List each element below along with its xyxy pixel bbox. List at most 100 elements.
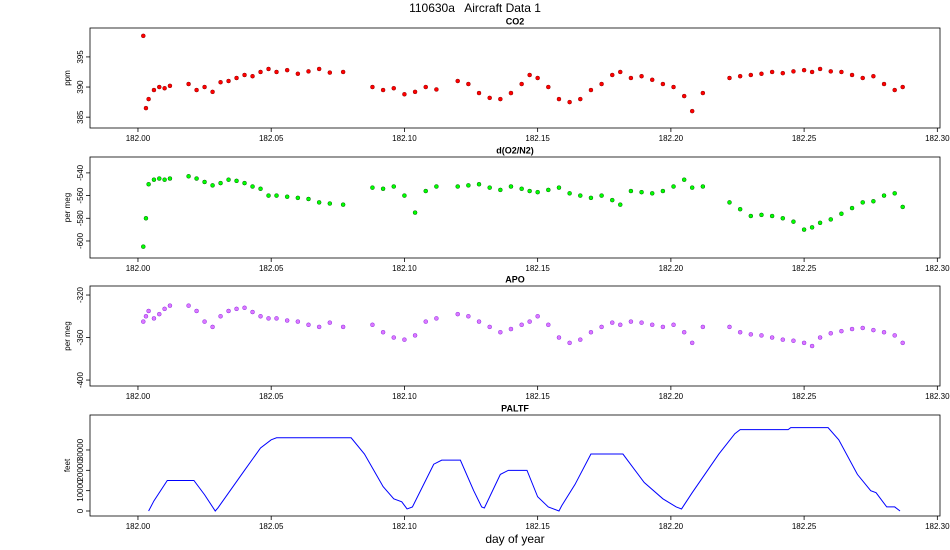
data-point — [748, 72, 754, 78]
x-tick-label: 182.10 — [392, 134, 417, 143]
y-axis-label: ppm — [63, 70, 72, 86]
data-point — [599, 81, 604, 87]
data-point — [258, 186, 263, 192]
y-tick-label: 20000 — [76, 459, 85, 482]
data-point — [801, 340, 807, 346]
data-point — [455, 311, 460, 317]
data-point — [295, 195, 301, 201]
data-point — [578, 96, 583, 102]
data-point — [881, 193, 887, 198]
data-point — [250, 184, 255, 189]
data-point — [759, 71, 764, 77]
data-point — [748, 213, 754, 219]
data-point — [295, 319, 301, 324]
data-point — [519, 186, 524, 192]
x-tick-label: 182.00 — [126, 522, 151, 531]
data-point — [141, 319, 146, 324]
data-point — [689, 108, 695, 114]
data-point — [327, 320, 333, 325]
data-point — [242, 180, 247, 186]
data-point — [727, 200, 732, 205]
data-point — [791, 338, 796, 343]
data-point — [327, 201, 333, 206]
data-point — [828, 69, 834, 74]
x-tick-label: 182.20 — [659, 522, 684, 531]
data-point — [588, 329, 594, 335]
data-point — [508, 326, 514, 332]
data-point — [546, 84, 551, 90]
x-tick-label: 182.30 — [925, 264, 950, 273]
data-point — [769, 335, 775, 340]
y-tick-label: 0 — [76, 508, 85, 513]
data-point — [234, 75, 239, 81]
panel-title: PALTF — [501, 403, 529, 413]
data-point — [700, 184, 706, 189]
data-point — [258, 69, 263, 75]
data-point — [871, 199, 876, 204]
data-point — [157, 84, 162, 90]
data-point — [671, 84, 676, 90]
data-point — [186, 81, 191, 87]
data-point — [295, 71, 301, 77]
data-point — [535, 189, 540, 195]
data-point — [380, 186, 386, 192]
plot-frame — [89, 414, 941, 517]
x-tick-label: 182.25 — [792, 134, 817, 143]
data-point — [871, 73, 876, 79]
data-point — [327, 70, 333, 75]
data-point — [519, 322, 524, 328]
data-point — [737, 73, 743, 79]
data-point — [151, 177, 157, 182]
y-tick-label: -320 — [76, 286, 85, 303]
data-point — [370, 185, 375, 190]
data-point — [839, 328, 844, 334]
data-point — [519, 81, 524, 87]
data-point — [556, 335, 562, 340]
data-point — [141, 33, 146, 39]
data-point — [649, 191, 655, 196]
data-point — [402, 193, 407, 198]
data-point — [801, 227, 807, 232]
y-axis-label: feet — [63, 458, 72, 472]
data-point — [151, 87, 157, 93]
data-point — [671, 184, 676, 189]
data-point — [881, 329, 887, 335]
data-point — [284, 318, 290, 323]
data-point — [849, 326, 855, 332]
x-tick-label: 182.05 — [259, 134, 284, 143]
data-point — [671, 322, 676, 328]
data-point — [769, 69, 775, 75]
y-tick-label: 390 — [76, 80, 85, 94]
x-tick-label: 182.15 — [525, 522, 550, 531]
data-point — [186, 303, 191, 308]
data-point — [727, 75, 732, 81]
x-tick-label: 182.10 — [392, 522, 417, 531]
x-tick-label: 182.25 — [792, 522, 817, 531]
data-point — [141, 244, 146, 249]
x-tick-label: 182.15 — [525, 264, 550, 273]
data-point — [340, 69, 346, 75]
data-point — [817, 66, 823, 72]
data-point — [391, 85, 397, 91]
data-point — [546, 322, 551, 328]
data-point — [218, 79, 223, 85]
data-point — [839, 69, 844, 75]
data-point — [649, 77, 655, 83]
data-point — [284, 194, 290, 199]
data-point — [412, 333, 418, 338]
y-tick-label: -360 — [76, 329, 85, 346]
x-tick-label: 182.25 — [792, 264, 817, 273]
data-point — [535, 75, 540, 81]
data-point — [284, 67, 290, 73]
data-point — [274, 316, 279, 321]
y-tick-label: 395 — [76, 50, 85, 64]
x-tick-label: 182.20 — [659, 134, 684, 143]
data-point — [809, 69, 815, 75]
data-point — [599, 324, 604, 330]
data-point — [210, 324, 215, 330]
data-point — [498, 329, 503, 335]
y-tick-label: -560 — [76, 187, 85, 204]
data-point — [828, 217, 834, 222]
data-point — [402, 92, 407, 97]
